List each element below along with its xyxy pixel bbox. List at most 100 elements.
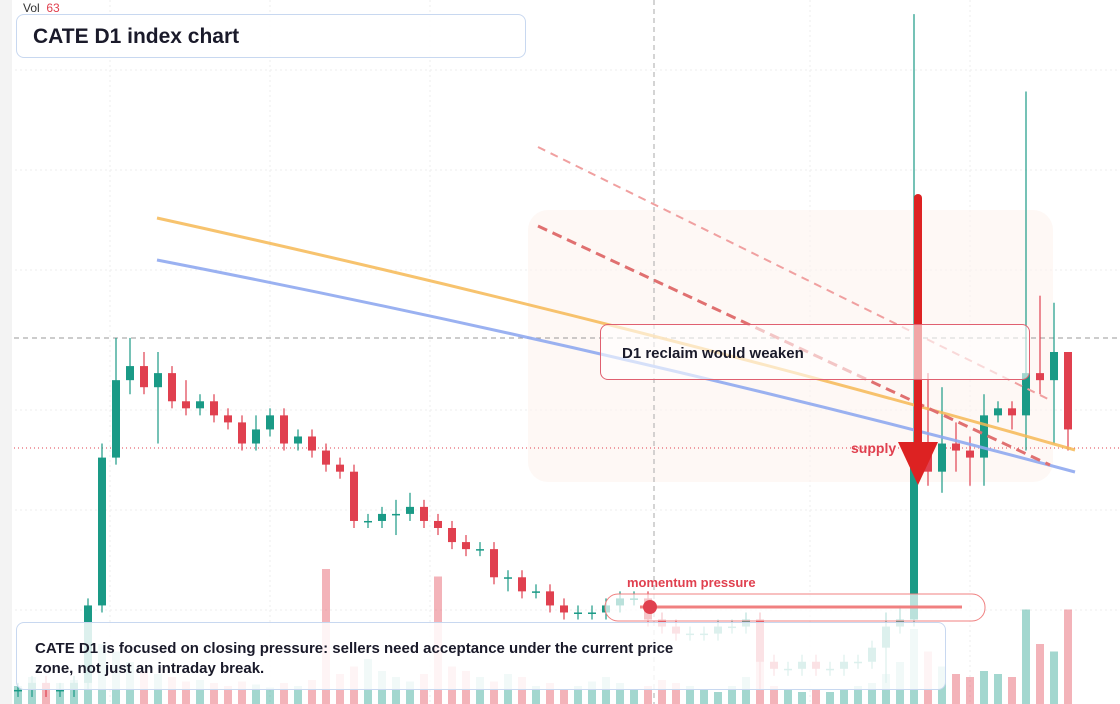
- candle-body: [532, 591, 540, 593]
- candle-body: [378, 513, 386, 521]
- volume-bar: [700, 689, 708, 704]
- volume-bar: [1022, 609, 1030, 704]
- candle-body: [560, 605, 568, 613]
- candle-body: [154, 373, 162, 388]
- volume-bar: [392, 677, 400, 704]
- volume-bar: [1008, 677, 1016, 704]
- volume-bar: [742, 677, 750, 704]
- volume-legend: Vol 63: [23, 1, 60, 15]
- volume-bar: [224, 686, 232, 704]
- candle-body: [322, 450, 330, 465]
- volume-bar: [728, 686, 736, 704]
- volume-bar: [784, 689, 792, 704]
- candle-body: [448, 528, 456, 543]
- candle-body: [462, 542, 470, 550]
- candle-body: [1050, 352, 1058, 381]
- volume-bar: [1064, 609, 1072, 704]
- candle-body: [518, 577, 526, 592]
- volume-bar: [280, 683, 288, 704]
- candle-body: [56, 689, 64, 692]
- volume-bar: [798, 692, 806, 704]
- volume-bar: [476, 677, 484, 704]
- candle-body: [210, 401, 218, 416]
- candle-body: [294, 436, 302, 444]
- candle-body: [980, 415, 988, 458]
- volume-label: Vol: [23, 1, 40, 15]
- candle-body: [1036, 373, 1044, 381]
- volume-bar: [266, 687, 274, 704]
- volume-bar: [812, 689, 820, 704]
- candle-body: [1022, 373, 1030, 416]
- volume-bar: [1036, 644, 1044, 704]
- candle-body: [196, 401, 204, 409]
- candle-body: [504, 577, 512, 579]
- volume-bar: [560, 689, 568, 704]
- arrow-head: [898, 442, 938, 485]
- candle-body: [280, 415, 288, 444]
- volume-bar: [980, 671, 988, 704]
- candle-body: [476, 549, 484, 551]
- volume-bar: [644, 686, 652, 704]
- volume-value: 63: [46, 1, 60, 15]
- candle-body: [308, 436, 316, 451]
- volume-bar: [210, 683, 218, 704]
- title-box: CATE D1 index chart: [16, 14, 526, 58]
- volume-bar: [168, 677, 176, 704]
- candle-body: [1008, 408, 1016, 416]
- dashed-line: [537, 224, 1051, 467]
- candle-body: [994, 408, 1002, 416]
- candle-body: [588, 612, 596, 614]
- candle-body: [546, 591, 554, 606]
- candle-body: [336, 464, 344, 472]
- candle-body: [938, 443, 946, 472]
- volume-bar: [854, 686, 862, 704]
- volume-bar: [630, 689, 638, 704]
- volume-bar: [686, 686, 694, 704]
- momentum-label: momentum pressure: [627, 575, 756, 590]
- caption: CATE D1 is focused on closing pressure: …: [35, 640, 674, 677]
- volume-bar: [714, 692, 722, 704]
- volume-bar: [588, 681, 596, 704]
- volume-bar: [840, 689, 848, 704]
- caption-box: CATE D1 is focused on closing pressure: …: [16, 622, 946, 690]
- candle-body: [406, 506, 414, 514]
- volume-bar: [308, 680, 316, 704]
- volume-bar: [532, 686, 540, 704]
- candle-body: [224, 415, 232, 423]
- candle-body: [574, 612, 582, 614]
- volume-bar: [252, 684, 260, 704]
- candle-body: [1064, 352, 1072, 430]
- left-edge: [0, 0, 12, 704]
- volume-bar: [994, 674, 1002, 704]
- volume-bar: [770, 686, 778, 704]
- candle-body: [140, 366, 148, 388]
- volume-bar: [238, 681, 246, 704]
- candle-body: [182, 401, 190, 409]
- candle-body: [966, 450, 974, 458]
- volume-bar: [294, 686, 302, 704]
- candle-body: [434, 520, 442, 528]
- candle-body: [126, 366, 134, 381]
- candle-body: [14, 689, 22, 692]
- candle-body: [420, 506, 428, 521]
- candle-body: [168, 373, 176, 402]
- candle-body: [266, 415, 274, 430]
- volume-bar: [868, 683, 876, 704]
- volume-bar: [518, 677, 526, 704]
- candle-body: [490, 549, 498, 578]
- volume-bar: [826, 692, 834, 704]
- volume-bar: [546, 683, 554, 704]
- volume-bar: [952, 674, 960, 704]
- candle-body: [952, 443, 960, 451]
- candle-body: [392, 513, 400, 516]
- candle-body: [252, 429, 260, 444]
- candle-body: [910, 450, 918, 620]
- candle-body: [238, 422, 246, 444]
- volume-bar: [616, 683, 624, 704]
- slider-knob: [643, 600, 657, 614]
- callout: D1 reclaim would weaken: [600, 324, 1030, 380]
- volume-bar: [966, 677, 974, 704]
- candle-body: [350, 471, 358, 521]
